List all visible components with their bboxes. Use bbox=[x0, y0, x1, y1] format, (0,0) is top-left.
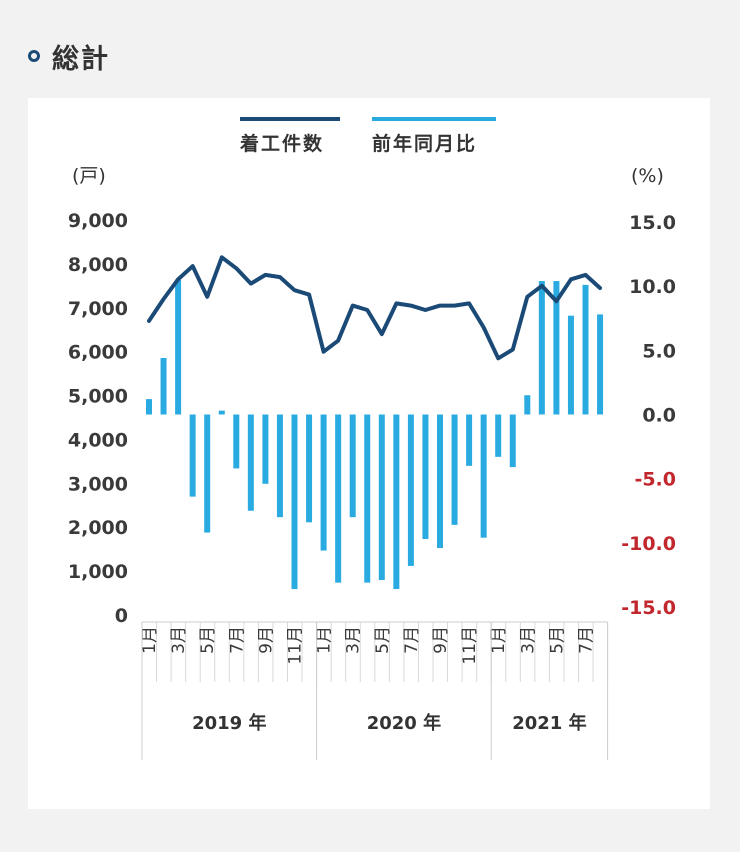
month-label: 7月 bbox=[577, 626, 597, 654]
section-header: 総計 bbox=[28, 36, 110, 76]
left-tick-label: 2,000 bbox=[68, 517, 128, 539]
left-tick-label: 6,000 bbox=[68, 342, 128, 364]
right-tick-label: -10.0 bbox=[621, 533, 676, 555]
bar bbox=[597, 314, 604, 415]
month-label: 7月 bbox=[227, 626, 247, 654]
legend-line-label: 着工件数 bbox=[240, 132, 324, 155]
bar bbox=[364, 414, 371, 583]
right-tick-label: 10.0 bbox=[629, 276, 676, 298]
bar bbox=[480, 414, 487, 538]
left-tick-label: 9,000 bbox=[68, 210, 128, 232]
right-axis: 15.0 10.0 5.0 0.0 -5.0 -10.0 -15.0 bbox=[621, 212, 676, 619]
bar bbox=[538, 281, 545, 415]
month-label: 1月 bbox=[315, 626, 335, 654]
month-label: 1月 bbox=[489, 626, 509, 654]
bar bbox=[553, 281, 560, 415]
month-label: 5月 bbox=[373, 626, 393, 654]
bar bbox=[582, 284, 589, 415]
month-label: 5月 bbox=[547, 626, 567, 654]
bar bbox=[393, 414, 400, 590]
right-tick-label: -5.0 bbox=[634, 469, 676, 491]
line-path bbox=[147, 255, 602, 361]
bar bbox=[422, 414, 429, 539]
year-label: 2019 年 bbox=[192, 712, 266, 734]
bar bbox=[349, 414, 356, 518]
left-axis: 0 1,000 2,000 3,000 4,000 5,000 6,000 7,000 8,00… bbox=[68, 210, 128, 627]
section-title: 総計 bbox=[52, 43, 110, 75]
left-axis-unit: (戸) bbox=[72, 165, 106, 187]
bullet-circle-icon bbox=[28, 50, 40, 62]
bar bbox=[189, 414, 196, 497]
bar bbox=[204, 414, 211, 533]
bar-series bbox=[146, 279, 604, 590]
bar bbox=[262, 414, 269, 484]
x-axis: 1月 3月 5月 7月 9月 11月 1月 3月 5月 7月 9月 11月 1月 3月 5月 7月 2019 年… bbox=[140, 621, 609, 760]
bar bbox=[320, 414, 327, 551]
bar bbox=[567, 315, 574, 415]
bar bbox=[306, 414, 313, 523]
bar bbox=[407, 414, 414, 566]
right-axis-unit: (%) bbox=[631, 165, 664, 187]
bar bbox=[291, 414, 298, 590]
bar bbox=[495, 414, 502, 457]
bar bbox=[509, 414, 516, 468]
right-tick-label: 15.0 bbox=[629, 212, 676, 234]
bar bbox=[335, 414, 342, 583]
bar bbox=[175, 279, 182, 415]
month-label: 7月 bbox=[402, 626, 422, 654]
left-tick-label: 3,000 bbox=[68, 473, 128, 495]
month-label: 3月 bbox=[344, 626, 364, 654]
bar bbox=[466, 414, 473, 466]
left-tick-label: 0 bbox=[115, 605, 128, 627]
left-tick-label: 5,000 bbox=[68, 386, 128, 408]
left-tick-label: 8,000 bbox=[68, 254, 128, 276]
bar bbox=[233, 414, 240, 469]
left-tick-label: 7,000 bbox=[68, 298, 128, 320]
line-series bbox=[147, 255, 602, 361]
month-label: 9月 bbox=[431, 626, 451, 654]
bar bbox=[437, 414, 443, 548]
right-tick-label: 0.0 bbox=[642, 405, 676, 427]
bar bbox=[247, 414, 254, 511]
bar bbox=[378, 414, 385, 581]
month-label: 5月 bbox=[198, 626, 218, 654]
year-label: 2020 年 bbox=[367, 712, 441, 734]
right-tick-label: 5.0 bbox=[642, 340, 676, 362]
year-label: 2021 年 bbox=[512, 712, 586, 734]
right-tick-label: -15.0 bbox=[621, 597, 676, 619]
left-tick-label: 4,000 bbox=[68, 429, 128, 451]
bar bbox=[276, 414, 283, 518]
bar bbox=[524, 395, 531, 415]
month-label: 1月 bbox=[140, 626, 160, 654]
legend-bar-label: 前年同月比 bbox=[372, 132, 477, 155]
bar bbox=[218, 410, 225, 415]
month-label: 11月 bbox=[286, 626, 306, 665]
combo-chart: 着工件数 前年同月比 (戸) (%) 0 1,000 2,000 3,000 4,000… bbox=[68, 117, 676, 760]
legend: 着工件数 前年同月比 bbox=[240, 117, 496, 155]
month-label: 11月 bbox=[460, 626, 480, 665]
left-tick-label: 1,000 bbox=[68, 561, 128, 583]
month-label: 9月 bbox=[256, 626, 276, 654]
bar bbox=[451, 414, 458, 525]
month-label: 3月 bbox=[169, 626, 189, 654]
bar bbox=[146, 399, 152, 415]
chart-panel: 着工件数 前年同月比 (戸) (%) 0 1,000 2,000 3,000 4,000… bbox=[28, 98, 710, 809]
bar bbox=[160, 358, 167, 415]
month-label: 3月 bbox=[518, 626, 538, 654]
